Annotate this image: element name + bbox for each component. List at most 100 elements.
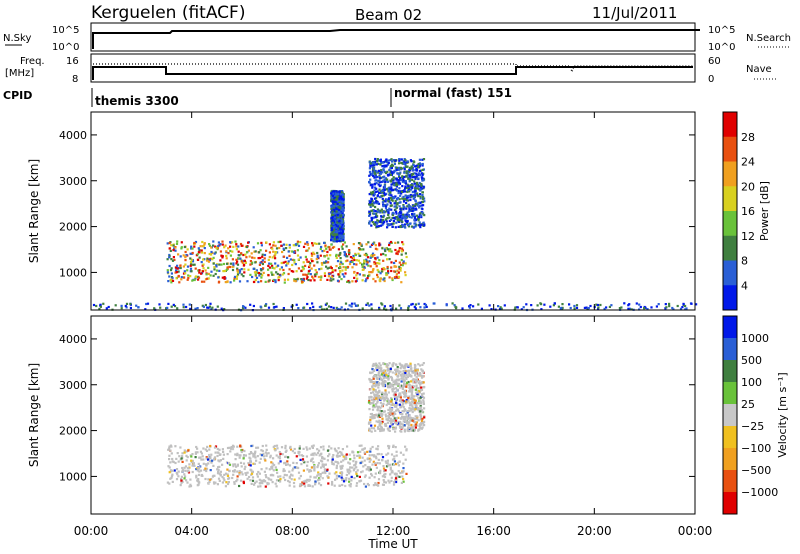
scatter-cell [394,400,398,403]
scatter-cell [404,416,407,419]
scatter-cell [388,362,391,365]
scatter-cell [387,411,390,415]
scatter-cell [304,242,307,245]
power-ylabel: Slant Range [km] [27,159,41,263]
scatter-cell [383,480,386,483]
scatter-cell [168,445,171,448]
scatter-cell [372,427,376,430]
scatter-cell [405,420,408,423]
scatter-cell [203,242,206,245]
scatter-cell [393,411,396,414]
scatter-cell [423,407,426,410]
scatter-cell [390,419,394,423]
scatter-cell [283,473,286,476]
scatter-cell [308,265,311,269]
scatter-cell [397,470,400,473]
scatter-cell [405,172,408,175]
scatter-cell [402,405,405,409]
scatter-cell [382,403,385,406]
scatter-cell [196,253,199,256]
scatter-cell [352,254,355,258]
scatter-cell [380,404,384,407]
scatter-cell [202,267,205,270]
nave-tick-top: 60 [708,56,721,67]
scatter-cell [405,255,408,259]
scatter-cell [197,258,200,261]
scatter-cell [319,473,322,476]
scatter-cell [388,219,391,222]
scatter-cell [393,265,396,268]
scatter-cell [327,257,330,260]
scatter-cell [304,255,307,258]
scatter-cell [217,466,220,469]
scatter-cell [215,265,218,268]
scatter-cell [300,463,303,466]
scatter-cell [188,303,191,306]
scatter-cell [348,477,351,480]
scatter-cell [398,181,401,185]
scatter-cell [405,170,408,173]
scatter-cell [323,308,326,311]
scatter-cell [193,241,196,245]
scatter-cell [305,249,308,252]
scatter-cell [413,172,416,175]
scatter-cell [413,409,416,412]
scatter-cell [406,429,409,432]
scatter-cell [416,192,419,195]
scatter-cell [400,404,403,407]
scatter-cell [407,224,410,227]
scatter-cell [179,446,182,449]
scatter-cell [382,222,385,225]
scatter-cell [394,259,397,262]
scatter-cell [655,305,658,308]
scatter-cell [358,456,361,459]
scatter-cell [401,217,404,220]
scatter-cell [353,467,356,470]
scatter-cell [384,424,387,427]
scatter-cell [214,451,217,454]
scatter-cell [353,258,356,262]
scatter-cell [184,469,187,472]
scatter-cell [358,480,361,483]
scatter-cell [375,160,378,163]
scatter-cell [204,477,207,481]
scatter-cell [209,302,212,305]
scatter-cell [334,218,337,221]
scatter-cell [394,205,397,208]
scatter-cell [186,470,189,473]
scatter-cell [411,191,414,194]
scatter-cell [376,409,379,412]
scatter-cell [306,460,309,464]
scatter-cell [194,307,197,310]
scatter-cell [391,390,394,393]
scatter-cell [340,473,343,477]
scatter-cell [320,262,323,265]
scatter-cell [348,262,352,266]
scatter-cell [408,169,412,172]
scatter-cell [384,249,387,253]
scatter-cell [386,163,390,166]
scatter-cell [307,272,310,275]
scatter-cell [369,204,372,207]
scatter-cell [405,385,408,388]
scatter-cell [421,369,424,372]
scatter-cell [340,200,343,203]
scatter-cell [340,476,343,479]
scatter-cell [207,272,210,275]
scatter-cell [396,252,399,256]
scatter-cell [257,272,261,275]
scatter-cell [417,302,420,305]
scatter-cell [199,450,202,453]
scatter-cell [340,471,343,474]
scatter-cell [218,263,221,266]
scatter-cell [293,279,296,282]
scatter-cell [376,219,379,222]
scatter-cell [242,457,245,460]
scatter-cell [338,190,341,193]
scatter-cell [412,207,415,210]
scatter-cell [338,234,341,237]
scatter-cell [384,469,387,472]
scatter-cell [373,189,376,192]
scatter-cell [169,449,172,452]
scatter-cell [376,262,379,265]
